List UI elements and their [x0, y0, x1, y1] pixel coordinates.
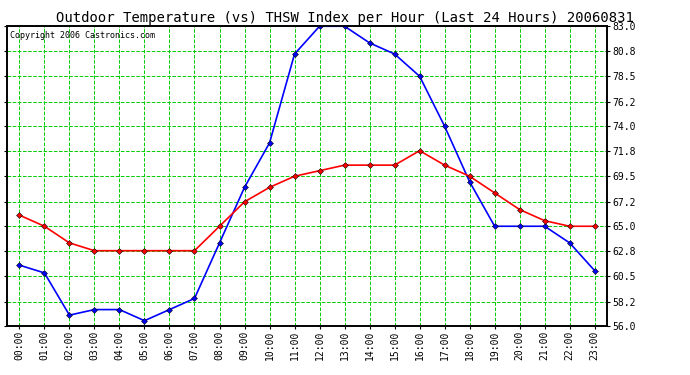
Text: Copyright 2006 Castronics.com: Copyright 2006 Castronics.com: [10, 31, 155, 40]
Text: Outdoor Temperature (vs) THSW Index per Hour (Last 24 Hours) 20060831: Outdoor Temperature (vs) THSW Index per …: [56, 11, 634, 25]
